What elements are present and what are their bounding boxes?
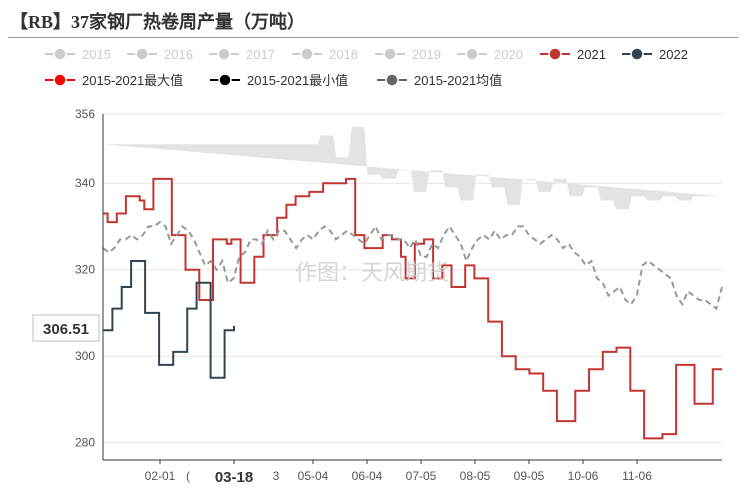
- legend-marker: [383, 47, 397, 61]
- legend-marker: [217, 47, 231, 61]
- legend-label: 2017: [246, 47, 275, 62]
- series-line-2021: [103, 177, 722, 440]
- x-tick-label: 11-06: [622, 469, 652, 483]
- legend-marker: [218, 73, 232, 87]
- x-tick-label: 08-05: [460, 469, 491, 483]
- x-pointer-label-bg: [204, 463, 264, 487]
- legend-item-9[interactable]: 2015-2021最小值: [210, 73, 348, 88]
- legend-label: 2020: [494, 47, 523, 62]
- legend-label: 2022: [659, 47, 688, 62]
- y-pointer-label: 306.51: [43, 321, 89, 338]
- legend-item-5[interactable]: 2020: [457, 47, 523, 62]
- x-pointer-label: 03-18: [215, 469, 253, 486]
- legend-item-3[interactable]: 2018: [292, 47, 358, 62]
- y-tick-label: 340: [75, 176, 95, 190]
- x-tick-fragment: 3: [273, 469, 280, 483]
- x-tick-fragment: (: [186, 469, 190, 483]
- legend-label: 2015-2021最大值: [82, 73, 183, 88]
- series-line-2022: [103, 260, 235, 379]
- legend-marker: [548, 47, 562, 61]
- legend-marker: [385, 73, 399, 87]
- legend-label: 2016: [164, 47, 193, 62]
- x-tick-label: 07-05: [406, 469, 437, 483]
- watermark: 作图：天风期货: [295, 260, 449, 285]
- legend-marker: [53, 47, 67, 61]
- legend-marker: [53, 73, 67, 87]
- legend-item-0[interactable]: 2015: [45, 47, 111, 62]
- legend-marker: [465, 47, 479, 61]
- y-tick-label: 280: [75, 436, 95, 450]
- y-pointer-box: [32, 314, 100, 342]
- legend-label: 2015-2021均值: [414, 73, 502, 88]
- y-tick-label: 320: [75, 263, 95, 277]
- y-tick-label: 300: [75, 349, 95, 363]
- legend-item-1[interactable]: 2016: [127, 47, 193, 62]
- x-tick-label: 06-04: [352, 469, 383, 483]
- legend-label: 2019: [412, 47, 441, 62]
- legend-item-4[interactable]: 2019: [375, 47, 441, 62]
- legend-marker: [630, 47, 644, 61]
- x-tick-label: 10-06: [568, 469, 599, 483]
- x-tick-label: 09-05: [514, 469, 545, 483]
- legend-item-10[interactable]: 2015-2021均值: [377, 73, 502, 88]
- legend-label: 2021: [577, 47, 606, 62]
- legend-item-7[interactable]: 2022: [622, 47, 688, 62]
- y-tick-label: 356: [75, 107, 95, 121]
- legend-item-2[interactable]: 2017: [209, 47, 275, 62]
- legend-item-8[interactable]: 2015-2021最大值: [45, 73, 183, 88]
- legend-marker: [135, 47, 149, 61]
- x-tick-label: 05-04: [298, 469, 329, 483]
- legend-marker: [300, 47, 314, 61]
- series-line-2015-2021均值: [102, 220, 723, 311]
- legend-label: 2015: [82, 47, 111, 62]
- title-divider: [8, 37, 738, 38]
- legend-label: 2015-2021最小值: [247, 73, 348, 88]
- legend-label: 2018: [329, 47, 358, 62]
- chart-title: 【RB】37家钢厂热卷周产量（万吨）: [10, 12, 306, 32]
- min-max-band: [103, 127, 722, 210]
- legend-item-6[interactable]: 2021: [540, 47, 606, 62]
- x-tick-label: 02-01: [145, 469, 176, 483]
